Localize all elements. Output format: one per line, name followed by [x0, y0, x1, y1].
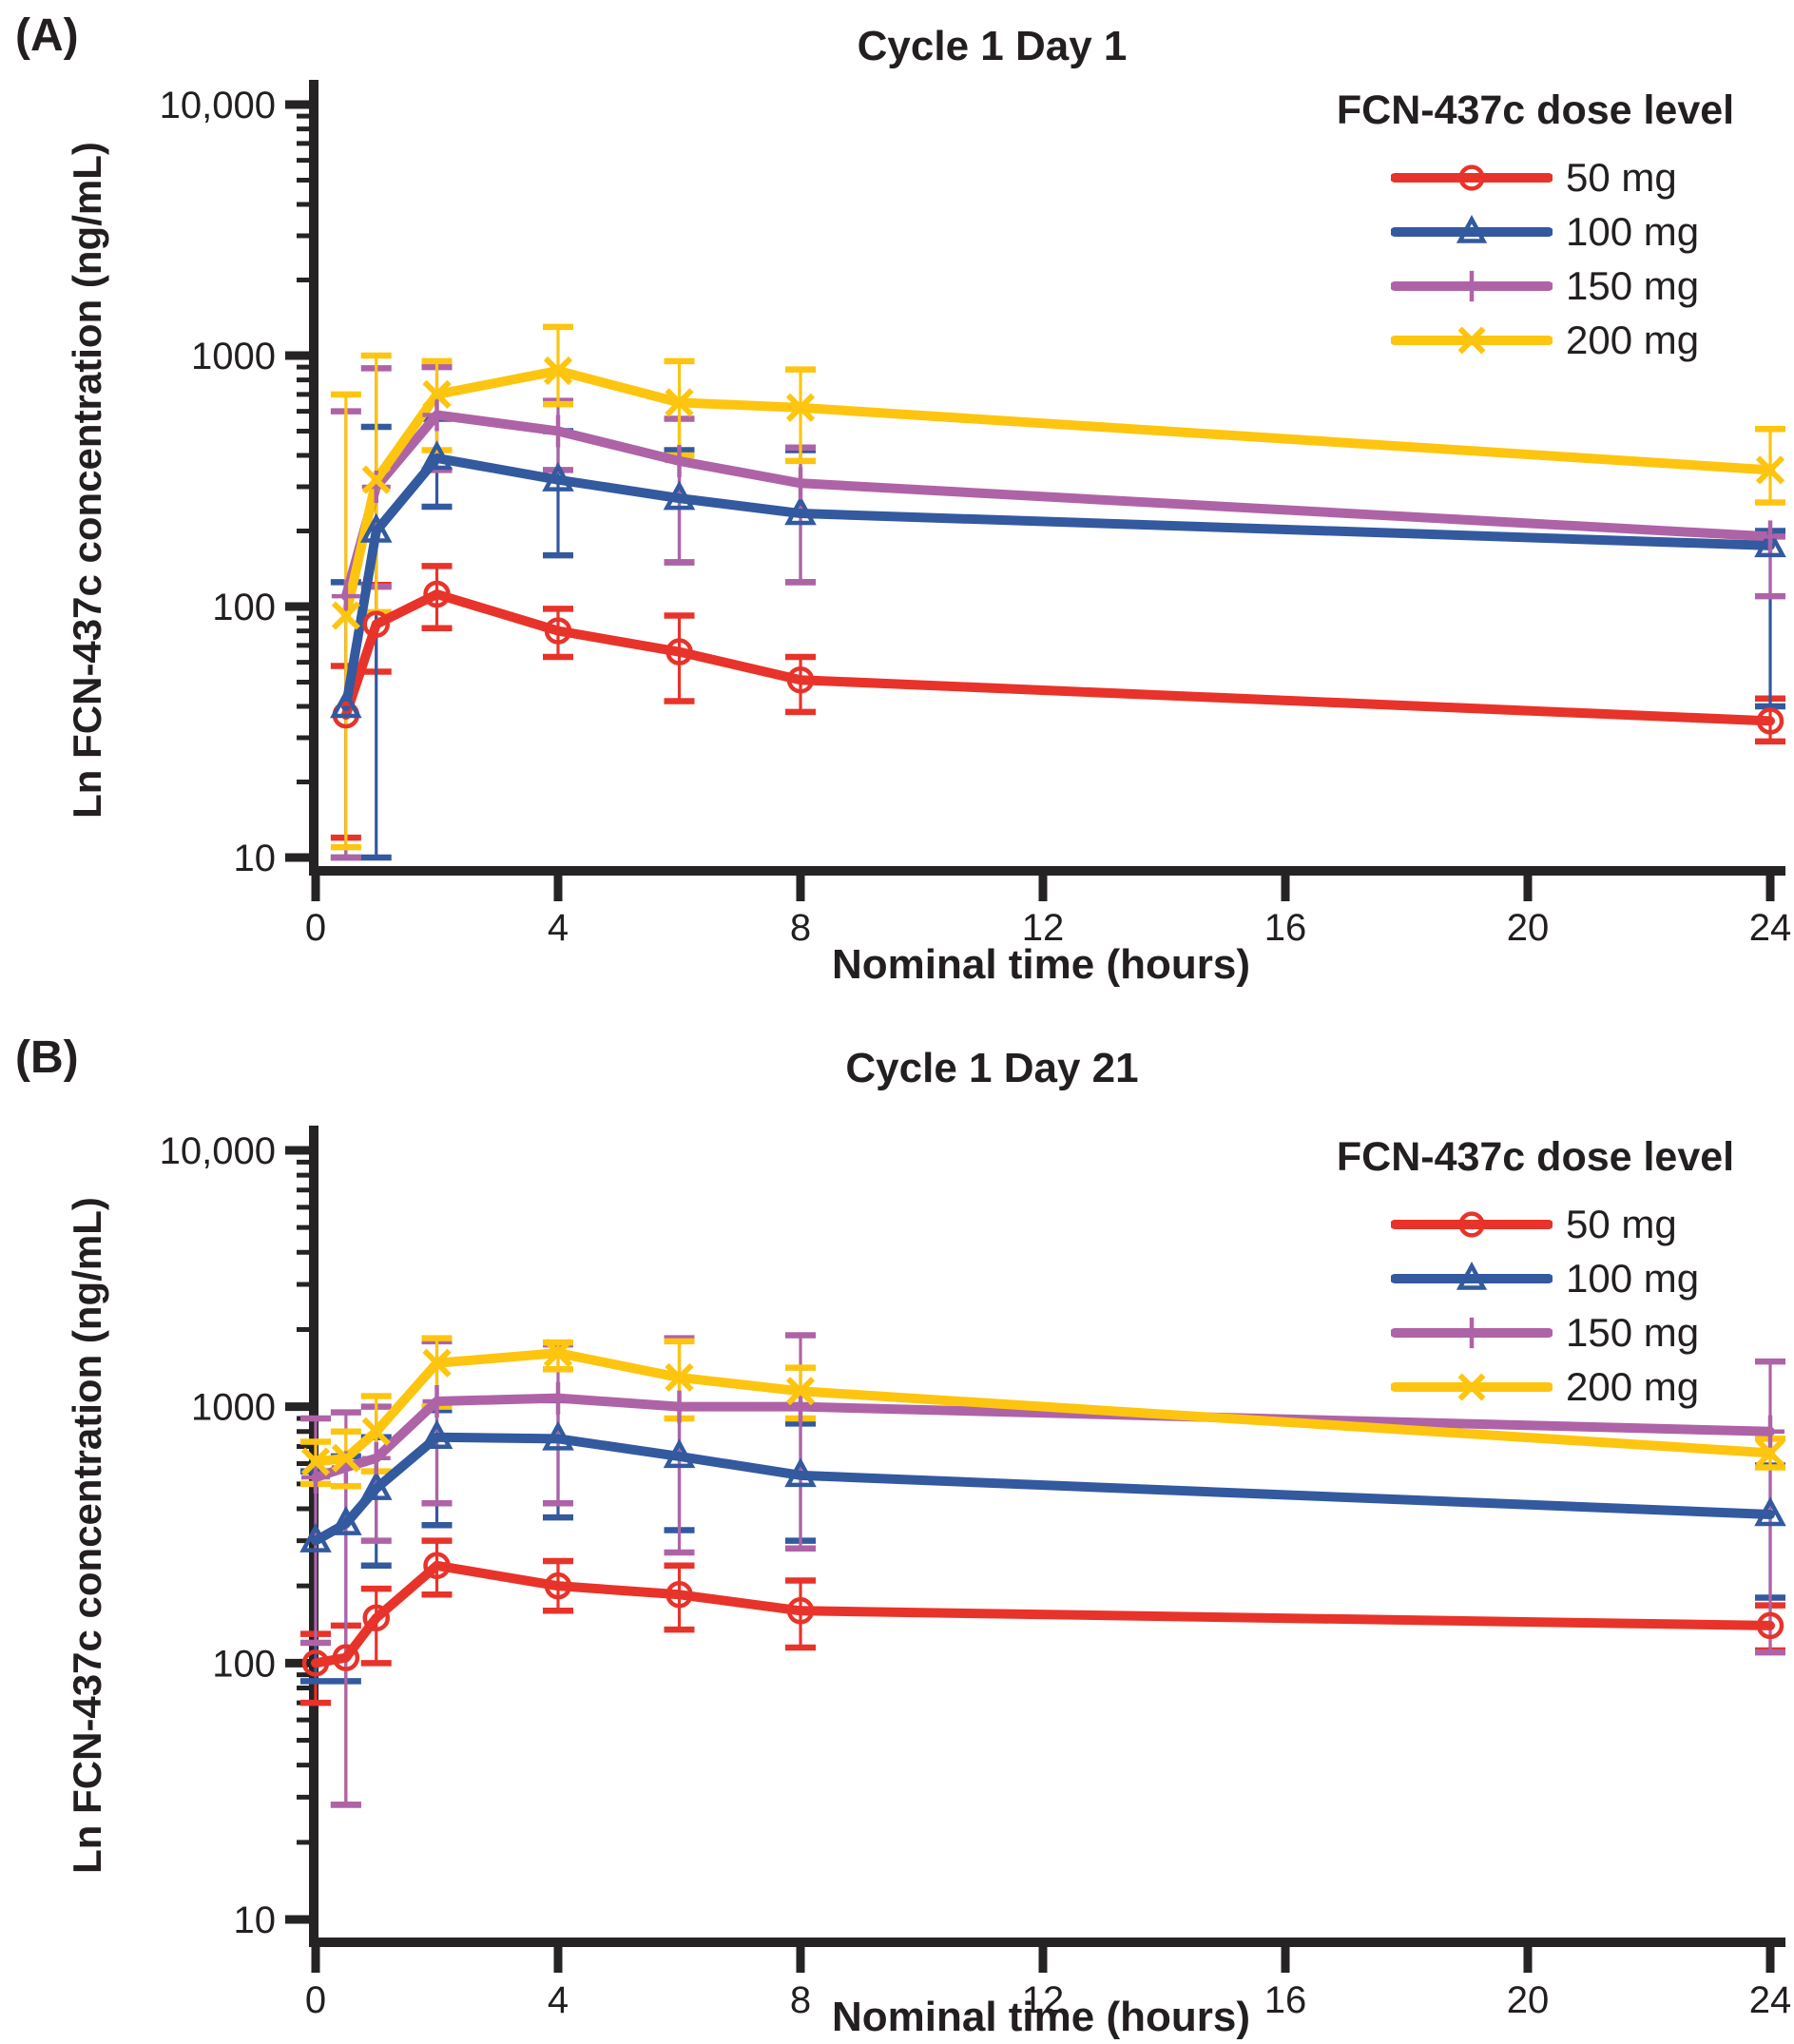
panel-b-x-axis-label: Nominal time (hours)	[831, 1994, 1251, 2040]
svg-text:24: 24	[1749, 1979, 1792, 2021]
panel-a-title: Cycle 1 Day 1	[857, 23, 1128, 69]
legend-label-200mg: 200 mg	[1566, 1364, 1700, 1409]
legend-item-100mg: 100 mg	[1391, 1256, 1764, 1301]
legend-a-header: FCN-437c dose level	[1336, 87, 1735, 133]
svg-text:20: 20	[1507, 907, 1550, 949]
legend-swatch-200mg-icon	[1391, 1373, 1553, 1401]
svg-text:10: 10	[234, 1899, 277, 1941]
svg-text:10,000: 10,000	[160, 85, 276, 126]
svg-text:0: 0	[305, 1979, 326, 2021]
legend-swatch-100mg-icon	[1391, 214, 1553, 243]
legend-item-200mg: 200 mg	[1391, 1364, 1764, 1409]
svg-text:10,000: 10,000	[160, 1130, 276, 1172]
svg-text:16: 16	[1264, 1979, 1307, 2021]
svg-text:20: 20	[1507, 1979, 1550, 2021]
svg-text:8: 8	[790, 907, 811, 949]
panel-a: 10 100 1000 10,000 0 4 8 12 16 20 24 (A) Cycle 1 D…	[15, 10, 1792, 988]
legend-label-150mg: 150 mg	[1566, 1310, 1700, 1355]
legend-label-100mg: 100 mg	[1566, 1256, 1700, 1301]
panel-b: 10 100 1000 10,000 0 4 8 12 16 20 24 (B) Cycle 1 D…	[0, 1022, 1794, 2044]
legend-label-200mg: 200 mg	[1566, 318, 1700, 362]
svg-text:10: 10	[234, 838, 277, 879]
svg-text:16: 16	[1264, 907, 1307, 949]
legend-label-50mg: 50 mg	[1566, 1202, 1677, 1246]
svg-text:4: 4	[548, 907, 569, 949]
panel-b-letter: (B)	[15, 1032, 79, 1083]
svg-text:1000: 1000	[191, 336, 276, 377]
svg-text:100: 100	[212, 587, 276, 628]
legend-swatch-150mg-icon	[1391, 1317, 1553, 1349]
svg-text:24: 24	[1749, 907, 1792, 949]
legend-swatch-50mg-icon	[1391, 164, 1553, 191]
legend-b: FCN-437c dose level 50 mg 100 mg 150 mg …	[1307, 1134, 1764, 1420]
legend-label-100mg: 100 mg	[1566, 209, 1700, 254]
plot-area-b: 10 100 1000 10,000 0 4 8 12 16 20 24	[160, 1126, 1792, 2021]
svg-text:12: 12	[1022, 907, 1065, 949]
legend-swatch-150mg-icon	[1391, 270, 1553, 302]
legend-swatch-200mg-icon	[1391, 326, 1553, 355]
svg-text:0: 0	[305, 907, 326, 949]
panel-b-y-axis-label: Ln FCN-437c concentration (ng/mL)	[65, 1197, 109, 1874]
legend-item-100mg: 100 mg	[1391, 209, 1764, 254]
legend-swatch-50mg-icon	[1391, 1211, 1553, 1238]
legend-item-50mg: 50 mg	[1391, 1202, 1764, 1246]
svg-text:8: 8	[790, 1979, 811, 2021]
panel-b-title: Cycle 1 Day 21	[845, 1045, 1139, 1091]
legend-item-50mg: 50 mg	[1391, 155, 1764, 200]
legend-a: FCN-437c dose level 50 mg 100 mg 150 mg …	[1307, 87, 1764, 374]
svg-text:4: 4	[548, 1979, 569, 2021]
plot-area-a: 10 100 1000 10,000 0 4 8 12 16 20 24	[160, 80, 1792, 949]
panel-a-x-axis-label: Nominal time (hours)	[831, 941, 1251, 988]
legend-label-50mg: 50 mg	[1566, 155, 1677, 200]
svg-text:100: 100	[212, 1643, 276, 1685]
legend-swatch-100mg-icon	[1391, 1261, 1553, 1290]
legend-b-header: FCN-437c dose level	[1336, 1134, 1735, 1180]
legend-label-150mg: 150 mg	[1566, 263, 1700, 308]
panel-a-letter: (A)	[15, 10, 79, 61]
legend-item-150mg: 150 mg	[1391, 1310, 1764, 1355]
panel-a-y-axis-label: Ln FCN-437c concentration (ng/mL)	[65, 142, 109, 819]
legend-item-150mg: 150 mg	[1391, 263, 1764, 308]
legend-item-200mg: 200 mg	[1391, 318, 1764, 362]
svg-text:12: 12	[1022, 1979, 1065, 2021]
svg-text:1000: 1000	[191, 1387, 276, 1429]
